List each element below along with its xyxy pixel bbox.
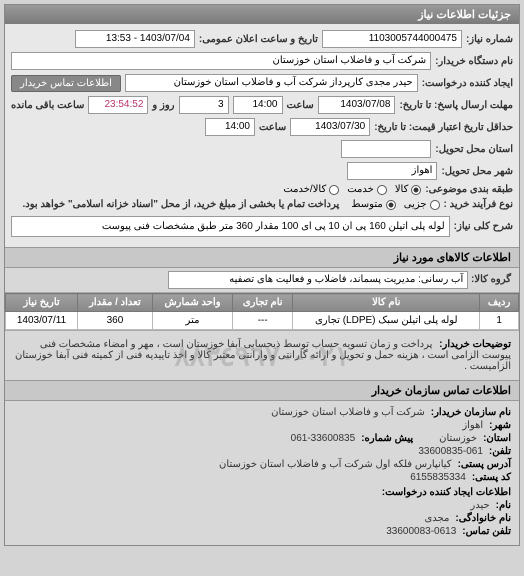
contact-prefix-label: پیش شماره:: [361, 433, 413, 444]
validity-date: 1403/07/30: [290, 118, 370, 136]
radio-goods-service[interactable]: [329, 185, 339, 195]
items-table: ردیف نام کالا نام تجاری واحد شمارش تعداد…: [5, 293, 519, 330]
reply-time: 14:00: [233, 96, 283, 114]
cell-row: 1: [480, 312, 519, 330]
purchase-type-label: نوع فرآیند خرید :: [444, 199, 513, 210]
col-brand: نام تجاری: [233, 294, 293, 312]
table-row[interactable]: 1 لوله پلی اتیلن سبک (LDPE) تجاری --- مت…: [6, 312, 519, 330]
buyer-org-label: نام دستگاه خریدار:: [435, 56, 513, 67]
request-number: 1103005744000475: [322, 30, 462, 48]
contact-address: کیانپارس فلکه اول شرکت آب و فاضلاب استان…: [219, 459, 452, 470]
radio-medium[interactable]: [386, 200, 396, 210]
main-panel: جزئیات اطلاعات نیاز شماره نیاز: 11030057…: [4, 4, 520, 546]
buyer-org: شرکت آب و فاضلاب استان خوزستان: [11, 52, 431, 70]
contact-phone: 33600835-061: [418, 446, 483, 457]
contact-address-label: آدرس پستی:: [458, 459, 511, 470]
cell-unit: متر: [152, 312, 232, 330]
form-section: شماره نیاز: 1103005744000475 تاریخ و ساع…: [5, 24, 519, 247]
time-label-2: ساعت: [259, 122, 286, 133]
buyer-notes-block: ٠٢١-٨٨٣٤٩٦٧٠ توضیحات خریدار: پرداخت و زم…: [5, 330, 519, 380]
radio-minor-label: جزیی: [404, 199, 427, 210]
contact-province: خوزستان: [439, 433, 477, 444]
purchase-note: پرداخت تمام یا بخشی از مبلغ خرید، از محل…: [23, 199, 340, 210]
time-label-1: ساعت: [287, 100, 314, 111]
contact-city: اهواز: [462, 420, 483, 431]
contact-province-label: استان:: [483, 433, 511, 444]
delivery-province: [341, 140, 431, 158]
contact-name-label: نام:: [496, 500, 511, 511]
cell-qty: 360: [77, 312, 152, 330]
reply-date: 1403/07/08: [318, 96, 396, 114]
col-unit: واحد شمارش: [152, 294, 232, 312]
days-label: روز و: [152, 100, 174, 111]
validity-time: 14:00: [205, 118, 255, 136]
request-number-label: شماره نیاز:: [466, 34, 513, 45]
col-row: ردیف: [480, 294, 519, 312]
group-row: گروه کالا: آب رسانی: مدیریت پسماند، فاضل…: [5, 268, 519, 293]
delivery-city: اهواز: [347, 162, 437, 180]
panel-title: جزئیات اطلاعات نیاز: [5, 5, 519, 24]
col-qty: تعداد / مقدار: [77, 294, 152, 312]
validity-label: حداقل تاریخ اعتبار قیمت: تا تاریخ:: [374, 122, 513, 133]
cell-name: لوله پلی اتیلن سبک (LDPE) تجاری: [293, 312, 480, 330]
cell-date: 1403/07/11: [6, 312, 78, 330]
announce-datetime: 1403/07/04 - 13:53: [75, 30, 195, 48]
contact-phone2: 33600083-0613: [386, 526, 456, 537]
group-value: آب رسانی: مدیریت پسماند، فاضلاب و فعالیت…: [168, 271, 468, 289]
requester-label: ایجاد کننده درخواست:: [422, 78, 513, 89]
radio-service-label: خدمت: [347, 184, 374, 195]
subject-class-label: طبقه بندی موضوعی:: [425, 184, 513, 195]
reply-deadline-label: مهلت ارسال پاسخ: تا تاریخ:: [399, 100, 513, 111]
radio-service[interactable]: [377, 185, 387, 195]
contact-section: نام سازمان خریدار: شرکت آب و فاضلاب استا…: [5, 401, 519, 545]
col-name: نام کالا: [293, 294, 480, 312]
group-label: گروه کالا:: [471, 274, 511, 285]
purchase-type-radios: جزیی متوسط: [351, 199, 439, 210]
contact-name: حیدر: [470, 500, 489, 511]
contact-org: شرکت آب و فاضلاب استان خوزستان: [271, 407, 425, 418]
contact-org-label: نام سازمان خریدار:: [431, 407, 511, 418]
radio-goods[interactable]: [411, 185, 421, 195]
time-remaining-label: ساعت باقی مانده: [11, 100, 84, 111]
time-remaining: 23:54:52: [88, 96, 148, 114]
contact-city-label: شهر:: [489, 420, 511, 431]
contact-phone-label: تلفن:: [489, 446, 511, 457]
cell-brand: ---: [233, 312, 293, 330]
contact-surname: مجدی: [424, 513, 449, 524]
announce-datetime-label: تاریخ و ساعت اعلان عمومی:: [199, 34, 318, 45]
contact-postal-label: کد پستی:: [472, 472, 511, 483]
general-desc-label: شرح کلی نیاز:: [454, 221, 513, 232]
table-header-row: ردیف نام کالا نام تجاری واحد شمارش تعداد…: [6, 294, 519, 312]
buyer-notes-label: توضیحات خریدار:: [439, 339, 511, 350]
general-desc: لوله پلی اتیلن 160 پی ان 10 پی ای 100 مق…: [11, 216, 450, 237]
subject-class-radios: کالا خدمت کالا/خدمت: [283, 184, 421, 195]
contact-surname-label: نام خانوادگی:: [455, 513, 511, 524]
radio-goods-service-label: کالا/خدمت: [283, 184, 326, 195]
delivery-province-label: استان محل تحویل:: [435, 144, 513, 155]
contact-postal: 6155835334: [410, 472, 466, 483]
col-date: تاریخ نیاز: [6, 294, 78, 312]
buyer-contact-button[interactable]: اطلاعات تماس خریدار: [11, 75, 121, 92]
creator-section-label: اطلاعات ایجاد کننده درخواست:: [382, 487, 511, 498]
contact-section-title: اطلاعات تماس سازمان خریدار: [5, 380, 519, 401]
days-remaining: 3: [179, 96, 229, 114]
items-section-title: اطلاعات کالاهای مورد نیاز: [5, 247, 519, 268]
delivery-city-label: شهر محل تحویل:: [441, 166, 513, 177]
buyer-notes: پرداخت و زمان تسویه حساب توسط ذیحسابی آب…: [15, 339, 511, 372]
contact-prefix: 061-33600835: [291, 433, 356, 444]
radio-goods-label: کالا: [395, 184, 409, 195]
requester: حیدر مجدی کارپرداز شرکت آب و فاضلاب استا…: [125, 74, 418, 92]
contact-phone2-label: تلفن تماس:: [462, 526, 511, 537]
radio-medium-label: متوسط: [351, 199, 382, 210]
radio-minor[interactable]: [430, 200, 440, 210]
